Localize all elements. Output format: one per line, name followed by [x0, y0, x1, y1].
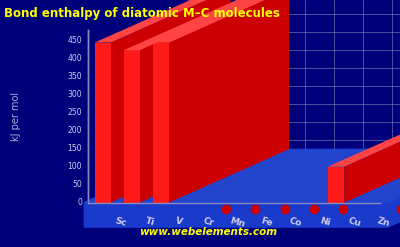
Polygon shape: [344, 113, 400, 203]
Text: 200: 200: [68, 126, 82, 135]
Text: 150: 150: [68, 144, 82, 153]
Text: 350: 350: [67, 72, 82, 81]
Text: Sc: Sc: [114, 216, 128, 228]
Polygon shape: [84, 149, 400, 203]
Text: Co: Co: [288, 216, 303, 228]
Text: Bond enthalpy of diatomic M–C molecules: Bond enthalpy of diatomic M–C molecules: [4, 7, 280, 21]
Text: 250: 250: [68, 108, 82, 117]
Polygon shape: [111, 0, 231, 203]
Text: Cr: Cr: [202, 216, 215, 228]
Text: Cu: Cu: [347, 216, 362, 228]
Text: Ni: Ni: [319, 216, 331, 227]
Polygon shape: [153, 43, 169, 203]
Text: V: V: [174, 216, 184, 227]
Text: 50: 50: [72, 180, 82, 189]
Text: Zn: Zn: [376, 216, 391, 228]
Text: Mn: Mn: [229, 216, 246, 229]
Text: kJ per mol: kJ per mol: [11, 92, 21, 141]
Text: 300: 300: [67, 90, 82, 99]
Text: www.webelements.com: www.webelements.com: [139, 227, 277, 237]
Polygon shape: [124, 0, 260, 50]
Polygon shape: [140, 0, 260, 203]
Polygon shape: [124, 50, 140, 203]
Text: 400: 400: [67, 54, 82, 63]
Polygon shape: [94, 0, 231, 43]
Text: 0: 0: [77, 198, 82, 207]
Text: 100: 100: [68, 162, 82, 171]
Polygon shape: [94, 43, 111, 203]
Polygon shape: [84, 149, 400, 227]
Polygon shape: [169, 0, 289, 203]
Polygon shape: [328, 166, 344, 203]
Polygon shape: [153, 0, 289, 43]
Text: 450: 450: [67, 36, 82, 45]
Text: Ti: Ti: [144, 216, 156, 227]
Polygon shape: [328, 113, 400, 166]
Text: Fe: Fe: [260, 216, 274, 228]
